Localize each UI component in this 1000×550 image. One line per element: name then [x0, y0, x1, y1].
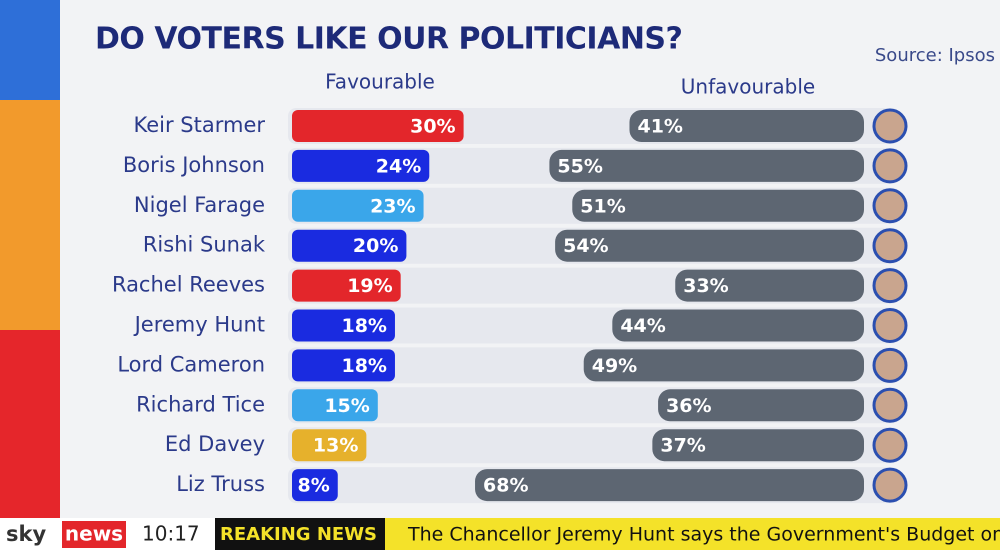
- category-label: Ed Davey: [165, 432, 265, 456]
- favourable-bar: [292, 469, 338, 502]
- unfavourable-bar: [549, 149, 864, 182]
- favourable-bar: [292, 110, 464, 142]
- favourable-label: 13%: [313, 435, 358, 457]
- portrait: [872, 347, 908, 383]
- ticker-headline: The Chancellor Jeremy Hunt says the Gove…: [407, 524, 1000, 546]
- ticker-sky: sky: [6, 522, 46, 546]
- unfavourable-bar: [658, 389, 864, 422]
- side-strip: [0, 330, 60, 518]
- unfavourable-label: 51%: [580, 195, 625, 217]
- portrait: [872, 427, 908, 463]
- portrait: [872, 228, 908, 264]
- portrait: [872, 188, 908, 224]
- side-strip: [0, 100, 60, 330]
- favourable-bar: [292, 309, 395, 342]
- unfavourable-label: 68%: [483, 475, 528, 497]
- unfavourable-label: 37%: [660, 435, 705, 457]
- category-label: Nigel Farage: [134, 193, 265, 217]
- favourable-bar: [292, 229, 407, 262]
- category-label: Jeremy Hunt: [133, 313, 265, 337]
- unfavourable-label: 44%: [620, 315, 665, 337]
- unfavourable-label: 55%: [557, 155, 602, 177]
- category-label: Richard Tice: [136, 392, 265, 416]
- ticker-news-bg: [62, 521, 126, 548]
- ticker-label: REAKING NEWS: [220, 524, 377, 545]
- portrait: [872, 268, 908, 304]
- category-label: Rachel Reeves: [112, 273, 265, 297]
- favourable-label: 18%: [341, 355, 386, 377]
- favourable-bar: [292, 269, 401, 302]
- category-label: Boris Johnson: [123, 153, 265, 177]
- portrait: [872, 308, 908, 343]
- ticker-news: news: [65, 522, 123, 546]
- favourable-bar: [292, 189, 424, 222]
- rows: Keir Starmer 30% 41% Boris Johnson 24% 55% Nig…: [112, 108, 908, 504]
- category-label: Keir Starmer: [134, 113, 266, 137]
- unfavourable-label: 33%: [683, 275, 728, 297]
- favourable-label: 20%: [353, 235, 398, 257]
- side-strip: [0, 0, 60, 100]
- favourable-bar: [292, 149, 430, 182]
- favourable-bar: [292, 389, 378, 422]
- favourable-label: 8%: [297, 475, 329, 497]
- unfavourable-bar: [652, 429, 864, 462]
- favourable-label: 15%: [324, 395, 369, 417]
- favourable-bar: [292, 349, 395, 382]
- category-label: Liz Truss: [176, 472, 265, 496]
- unfavourable-bar: [475, 469, 864, 502]
- favourable-label: 19%: [347, 275, 392, 297]
- unfavourable-bar: [629, 110, 864, 142]
- favourable-label: 23%: [370, 195, 415, 217]
- unfavourable-bar: [583, 349, 864, 382]
- favourable-bar: [292, 429, 367, 462]
- ticker-label-bg: [215, 518, 385, 550]
- favourable-label: 18%: [341, 315, 386, 337]
- legend-favourable: Favourable: [325, 70, 435, 94]
- unfavourable-bar: [675, 269, 864, 302]
- category-label: Lord Cameron: [117, 352, 265, 376]
- category-label: Rishi Sunak: [143, 233, 266, 257]
- chart-title: DO VOTERS LIKE OUR POLITICIANS?: [95, 22, 682, 57]
- unfavourable-label: 49%: [592, 355, 637, 377]
- legend-unfavourable: Unfavourable: [681, 75, 815, 99]
- unfavourable-label: 41%: [637, 116, 682, 138]
- unfavourable-label: 36%: [666, 395, 711, 417]
- portrait: [872, 108, 908, 144]
- portrait: [872, 467, 908, 503]
- unfavourable-bar: [612, 309, 864, 342]
- portrait: [872, 387, 908, 423]
- unfavourable-bar: [572, 189, 864, 222]
- unfavourable-bar: [555, 229, 864, 262]
- favourable-label: 30%: [410, 116, 455, 138]
- ticker-time: 10:17: [142, 522, 200, 546]
- favourable-label: 24%: [376, 155, 421, 177]
- unfavourable-label: 54%: [563, 235, 608, 257]
- source: Source: Ipsos: [875, 45, 995, 66]
- portrait: [872, 148, 908, 184]
